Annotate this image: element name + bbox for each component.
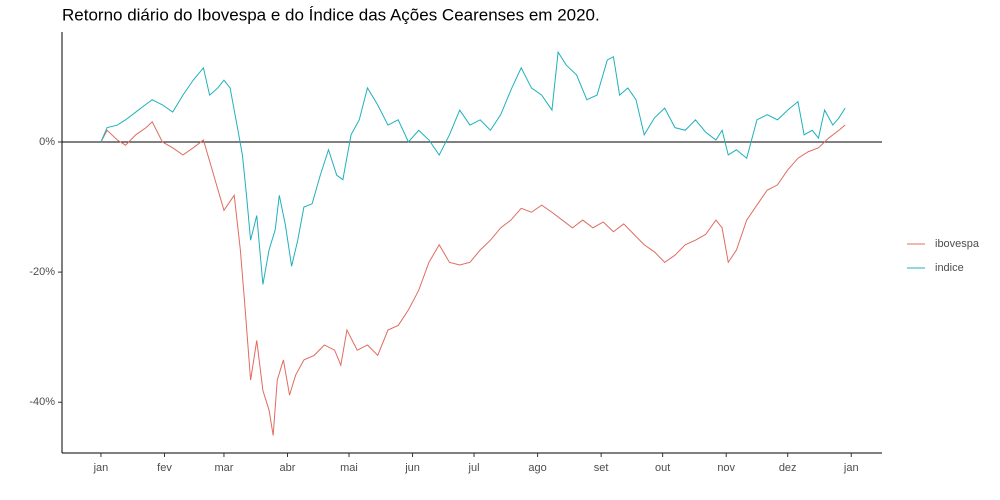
x-tick-label: dez	[779, 462, 797, 474]
x-tick-label: mai	[340, 462, 358, 474]
x-tick-label: jan	[93, 462, 109, 474]
legend-label: indice	[935, 262, 964, 274]
chart-title: Retorno diário do Ibovespa e do Índice d…	[62, 5, 600, 24]
x-tick-label: fev	[157, 462, 172, 474]
line	[100, 50, 846, 285]
y-tick-label: -20%	[29, 266, 55, 278]
x-tick-label: set	[594, 462, 609, 474]
line	[100, 120, 846, 436]
x-tick-label: mar	[214, 462, 233, 474]
x-tick-label: abr	[280, 462, 296, 474]
y-tick-label: -40%	[29, 396, 55, 408]
y-tick-label: 0%	[39, 136, 55, 148]
x-tick-label: nov	[717, 462, 735, 474]
x-tick-label: ago	[528, 462, 546, 474]
x-tick-label: jun	[404, 462, 420, 474]
x-tick-label: out	[655, 462, 670, 474]
x-tick-label: jan	[843, 462, 859, 474]
x-tick-label: jul	[468, 462, 480, 474]
legend-label: ibovespa	[935, 238, 980, 250]
